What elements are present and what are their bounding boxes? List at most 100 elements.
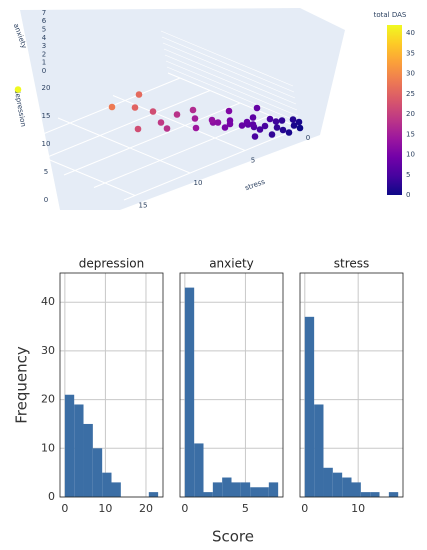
z-tick-label: 5 bbox=[42, 26, 46, 34]
bar bbox=[268, 482, 279, 497]
bar bbox=[231, 482, 241, 497]
y-tick-label: 15 bbox=[42, 112, 51, 120]
x-tick-label: 0 bbox=[301, 502, 308, 515]
y-tick-label: 5 bbox=[44, 168, 48, 176]
point bbox=[163, 125, 171, 132]
y-axis-title: Frequency bbox=[13, 346, 31, 424]
colorbar-tick-label: 40 bbox=[406, 29, 415, 37]
colorbar-tick-label: 0 bbox=[406, 191, 410, 199]
grid-line bbox=[165, 60, 299, 117]
x-tick-label: 10 bbox=[98, 502, 112, 515]
grid-line bbox=[160, 30, 294, 87]
point bbox=[295, 118, 303, 126]
bar bbox=[222, 477, 232, 497]
bar bbox=[102, 472, 112, 497]
bar bbox=[250, 487, 260, 497]
z-tick-label: 6 bbox=[42, 17, 47, 25]
z-tick-label: 2 bbox=[42, 50, 46, 58]
colorbar-tick-label: 20 bbox=[406, 110, 415, 118]
point bbox=[135, 91, 143, 98]
bar bbox=[351, 482, 361, 497]
z-tick-label: 1 bbox=[42, 59, 46, 67]
grid-line bbox=[161, 36, 295, 93]
bar bbox=[92, 448, 103, 497]
y-tick-label: 40 bbox=[41, 295, 55, 308]
point bbox=[208, 116, 216, 124]
bar bbox=[388, 492, 399, 497]
panel-title: stress bbox=[334, 257, 370, 271]
bar bbox=[111, 482, 121, 497]
z-tick-label: 7 bbox=[42, 9, 46, 17]
grid-line bbox=[33, 90, 211, 163]
bar bbox=[184, 287, 195, 497]
bar bbox=[148, 492, 159, 497]
x-tick-label: 5 bbox=[242, 502, 249, 515]
point bbox=[296, 124, 304, 132]
point bbox=[261, 122, 269, 130]
bar bbox=[212, 482, 223, 497]
x-tick-label: 20 bbox=[139, 502, 153, 515]
scene-background bbox=[20, 8, 345, 210]
colorbar-title: total DAS bbox=[374, 11, 407, 19]
z-tick-label: 0 bbox=[42, 67, 46, 75]
bar bbox=[194, 443, 204, 497]
grid-line bbox=[166, 66, 300, 123]
point bbox=[289, 116, 297, 123]
colorbar-tick-label: 5 bbox=[406, 171, 410, 179]
colorbar-tick-label: 10 bbox=[406, 151, 415, 159]
bar bbox=[83, 423, 93, 497]
y-tick-label: 10 bbox=[42, 140, 51, 148]
bar bbox=[74, 404, 84, 497]
point bbox=[268, 131, 276, 138]
point bbox=[225, 107, 233, 115]
grid-line bbox=[163, 48, 297, 105]
point bbox=[157, 119, 165, 126]
x-tick-label: 15 bbox=[139, 202, 148, 210]
bar bbox=[203, 492, 213, 497]
bar bbox=[240, 482, 251, 497]
colorbar-tick-label: 35 bbox=[406, 49, 415, 57]
grid-line bbox=[3, 77, 181, 151]
point bbox=[249, 114, 257, 121]
point bbox=[266, 115, 274, 123]
y-axis-title: depression bbox=[13, 89, 28, 128]
bar bbox=[360, 492, 371, 497]
z-tick-label: 3 bbox=[42, 42, 46, 50]
x-tick-label: 0 bbox=[61, 502, 68, 515]
point bbox=[173, 111, 181, 118]
y-tick-label: 20 bbox=[42, 84, 51, 92]
panel-frame bbox=[299, 272, 404, 498]
point bbox=[192, 124, 200, 132]
x-tick-label: 5 bbox=[251, 157, 255, 165]
point bbox=[278, 117, 286, 124]
bar bbox=[314, 404, 324, 497]
point bbox=[149, 108, 157, 115]
bar bbox=[323, 467, 333, 497]
y-tick-label: 30 bbox=[41, 344, 55, 357]
x-tick-label: 10 bbox=[194, 179, 203, 187]
colorbar bbox=[387, 25, 402, 195]
z-tick-label: 4 bbox=[42, 34, 47, 42]
point bbox=[279, 126, 287, 134]
bar bbox=[64, 394, 75, 497]
point bbox=[108, 103, 116, 111]
point bbox=[14, 86, 22, 93]
colorbar-tick-label: 30 bbox=[406, 70, 415, 78]
point bbox=[189, 106, 197, 114]
grid-line bbox=[164, 54, 298, 111]
x-axis-title: Score bbox=[212, 528, 254, 546]
point bbox=[134, 125, 142, 133]
panel-frame bbox=[179, 272, 284, 498]
point bbox=[249, 121, 257, 128]
point bbox=[191, 115, 199, 122]
y-tick-label: 0 bbox=[48, 490, 55, 503]
point bbox=[290, 122, 298, 129]
bar bbox=[304, 316, 315, 497]
grid-line bbox=[57, 117, 191, 174]
bar bbox=[332, 472, 343, 497]
x-tick-label: 0 bbox=[181, 502, 188, 515]
point bbox=[273, 124, 281, 131]
y-tick-label: 20 bbox=[41, 393, 55, 406]
colorbar-tick-label: 15 bbox=[406, 130, 415, 138]
point bbox=[226, 120, 234, 128]
